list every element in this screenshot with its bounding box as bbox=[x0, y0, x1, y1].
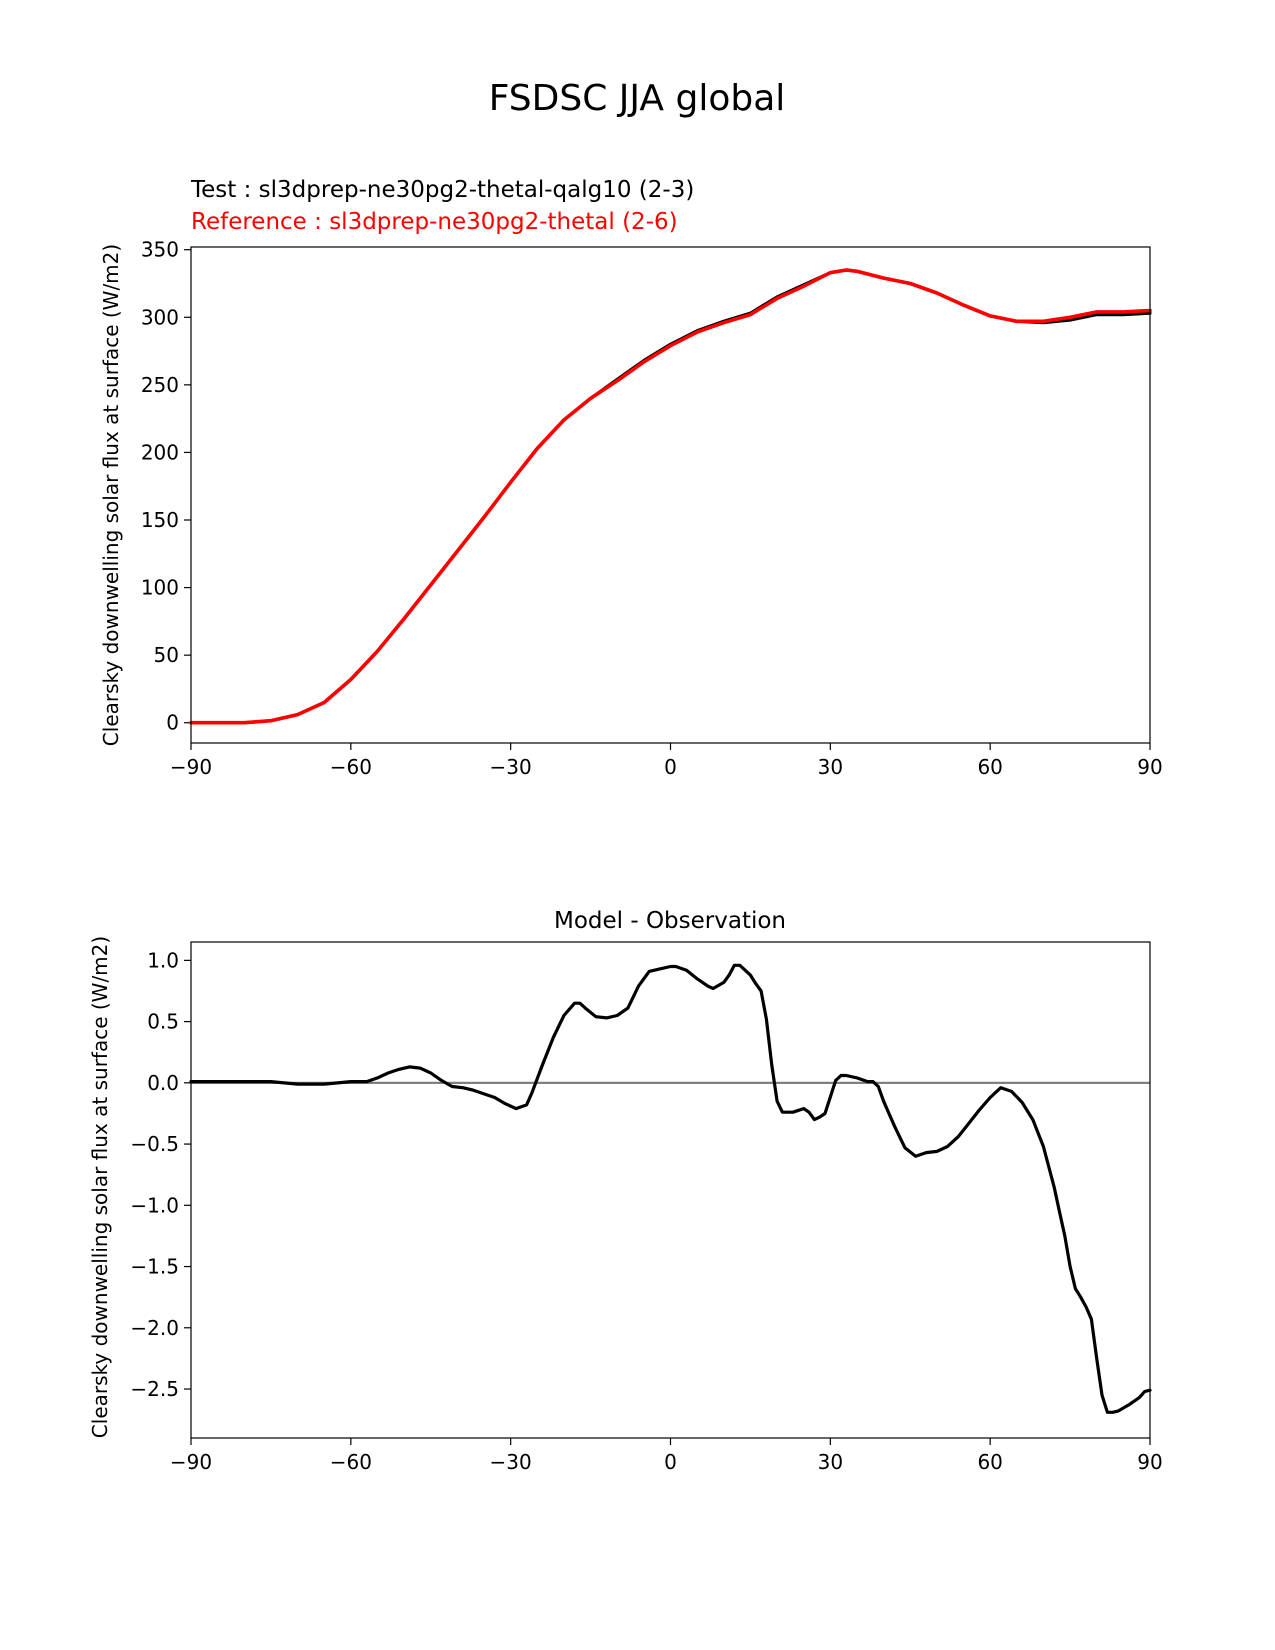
top-plot: Test : sl3dprep-ne30pg2-thetal-qalg10 (2… bbox=[99, 177, 1163, 779]
bottom-y-tick-label: −1.5 bbox=[130, 1255, 179, 1279]
bottom-y-tick-label: 0.5 bbox=[147, 1010, 179, 1034]
top-x-tick-label: 90 bbox=[1137, 755, 1162, 779]
bottom-y-tick-label: −0.5 bbox=[130, 1132, 179, 1156]
top-x-tick-label: 60 bbox=[977, 755, 1002, 779]
bottom-y-tick-label: −2.5 bbox=[130, 1377, 179, 1401]
top-y-tick-label: 0 bbox=[166, 711, 179, 735]
bottom-axis-ticks: −90 −60 −30 0 30 60 90 1.0 0.5 0.0 −0.5 −1.0 −1.5 −2.… bbox=[130, 948, 1162, 1474]
top-plot-frame bbox=[190, 246, 1151, 744]
top-y-axis-label: Clearsky downwelling solar flux at surfa… bbox=[99, 244, 123, 746]
top-y-tick-label: 50 bbox=[154, 643, 179, 667]
bottom-x-tick-label: 30 bbox=[818, 1450, 843, 1474]
bottom-plot: Model - Observation Clearsky downwelling… bbox=[88, 908, 1163, 1474]
legend-reference-label: Reference : sl3dprep-ne30pg2-thetal (2-6… bbox=[191, 209, 678, 235]
top-y-tick-label: 300 bbox=[141, 305, 179, 329]
bottom-x-tick-label: 0 bbox=[664, 1450, 677, 1474]
top-x-tick-label: 0 bbox=[664, 755, 677, 779]
top-y-tick-label: 350 bbox=[141, 238, 179, 262]
bottom-x-tick-label: −60 bbox=[330, 1450, 372, 1474]
top-y-tick-label: 150 bbox=[141, 508, 179, 532]
bottom-plot-title: Model - Observation bbox=[554, 908, 786, 934]
bottom-y-axis-label: Clearsky downwelling solar flux at surfa… bbox=[88, 936, 112, 1438]
top-y-tick-label: 200 bbox=[141, 440, 179, 464]
bottom-x-tick-label: 60 bbox=[977, 1450, 1002, 1474]
bottom-y-tick-label: 0.0 bbox=[147, 1071, 179, 1095]
top-x-tick-label: −30 bbox=[490, 755, 532, 779]
bottom-x-tick-label: −30 bbox=[490, 1450, 532, 1474]
top-x-tick-label: −90 bbox=[170, 755, 212, 779]
top-series-line-reference bbox=[189, 268, 1152, 725]
bottom-x-tick-label: −90 bbox=[170, 1450, 212, 1474]
bottom-series-line-test bbox=[189, 963, 1152, 1414]
figure-title: FSDSC JJA global bbox=[489, 78, 786, 119]
top-axis-ticks: −90 −60 −30 0 30 60 90 0 50 100 150 200 250 300 350 bbox=[141, 238, 1163, 779]
bottom-x-tick-label: 90 bbox=[1137, 1450, 1162, 1474]
legend-test-label: Test : sl3dprep-ne30pg2-thetal-qalg10 (2… bbox=[190, 177, 694, 203]
top-y-tick-label: 250 bbox=[141, 373, 179, 397]
top-series-group bbox=[189, 268, 1152, 725]
top-y-tick-label: 100 bbox=[141, 576, 179, 600]
bottom-y-tick-label: 1.0 bbox=[147, 948, 179, 972]
top-x-tick-label: −60 bbox=[330, 755, 372, 779]
top-x-tick-label: 30 bbox=[818, 755, 843, 779]
bottom-plot-frame bbox=[190, 941, 1151, 1439]
bottom-y-tick-label: −1.0 bbox=[130, 1193, 179, 1217]
bottom-y-tick-label: −2.0 bbox=[130, 1316, 179, 1340]
bottom-series-group bbox=[189, 963, 1152, 1414]
